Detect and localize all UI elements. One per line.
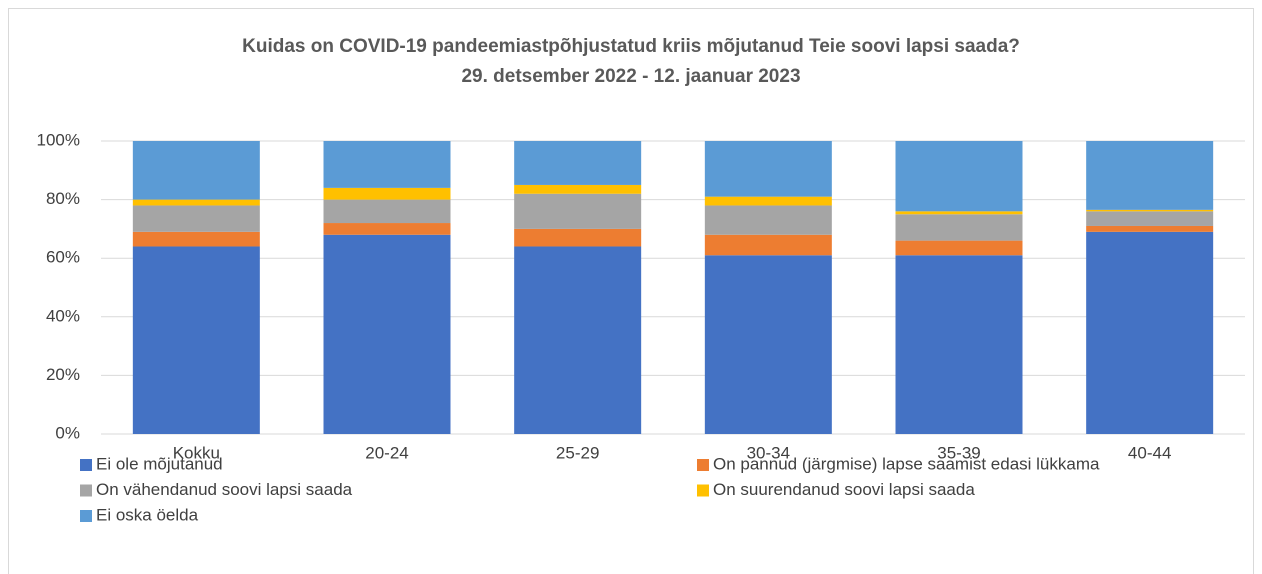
bar-segment — [323, 199, 451, 224]
x-tick-label: 35-39 — [937, 443, 980, 462]
bar-segment — [704, 234, 832, 256]
bar-segment — [132, 141, 260, 200]
bar-segment — [323, 141, 451, 188]
legend-label: On pannud (järgmise) lapse saamist edasi… — [713, 454, 1100, 473]
bar-segment — [895, 141, 1023, 212]
y-tick-label: 60% — [46, 248, 80, 267]
y-tick-label: 40% — [46, 306, 80, 325]
bar-segment — [1086, 225, 1214, 232]
legend-label: Ei oska öelda — [96, 505, 199, 524]
bar-segment — [514, 228, 642, 247]
bar-segment — [704, 141, 832, 197]
bar-segment — [514, 184, 642, 194]
x-tick-label: 25-29 — [556, 443, 599, 462]
bar-segment — [704, 255, 832, 434]
legend-swatch — [697, 459, 709, 471]
bar-segment — [1086, 209, 1214, 212]
legend-swatch — [80, 459, 92, 471]
bar-segment — [514, 141, 642, 185]
bar-segment — [323, 187, 451, 200]
y-tick-label: 20% — [46, 365, 80, 384]
y-tick-label: 0% — [55, 423, 80, 442]
legend-label: Ei ole mõjutanud — [96, 454, 223, 473]
bar-segment — [132, 205, 260, 232]
bar-segment — [895, 240, 1023, 256]
bar-segment — [132, 246, 260, 434]
x-tick-label: 30-34 — [747, 443, 790, 462]
bar-segment — [132, 199, 260, 206]
bar-segment — [1086, 141, 1214, 210]
bar-segment — [323, 223, 451, 235]
legend-label: On vähendanud soovi lapsi saada — [96, 480, 353, 499]
bar-segment — [895, 211, 1023, 215]
bar-segment — [704, 205, 832, 235]
legend-swatch — [80, 484, 92, 497]
bar-segment — [704, 196, 832, 206]
bar-segment — [514, 193, 642, 229]
chart-title: Kuidas on COVID-19 pandeemiastpõhjustatu… — [242, 36, 1020, 57]
legend-swatch — [80, 510, 92, 522]
x-tick-label: Kokku — [173, 443, 220, 462]
bar-segment — [895, 214, 1023, 241]
bar-segment — [323, 234, 451, 434]
y-tick-label: 80% — [46, 189, 80, 208]
legend-swatch — [697, 484, 709, 497]
legend-label: On suurendanud soovi lapsi saada — [713, 480, 975, 499]
chart-subtitle: 29. detsember 2022 - 12. jaanuar 2023 — [461, 66, 800, 87]
bar-segment — [514, 246, 642, 434]
bar-segment — [1086, 231, 1214, 434]
bar-segment — [1086, 211, 1214, 226]
x-tick-label: 40-44 — [1128, 443, 1171, 462]
bar-segment — [895, 255, 1023, 434]
y-tick-label: 100% — [37, 130, 80, 149]
x-tick-label: 20-24 — [365, 443, 408, 462]
bar-segment — [132, 231, 260, 247]
